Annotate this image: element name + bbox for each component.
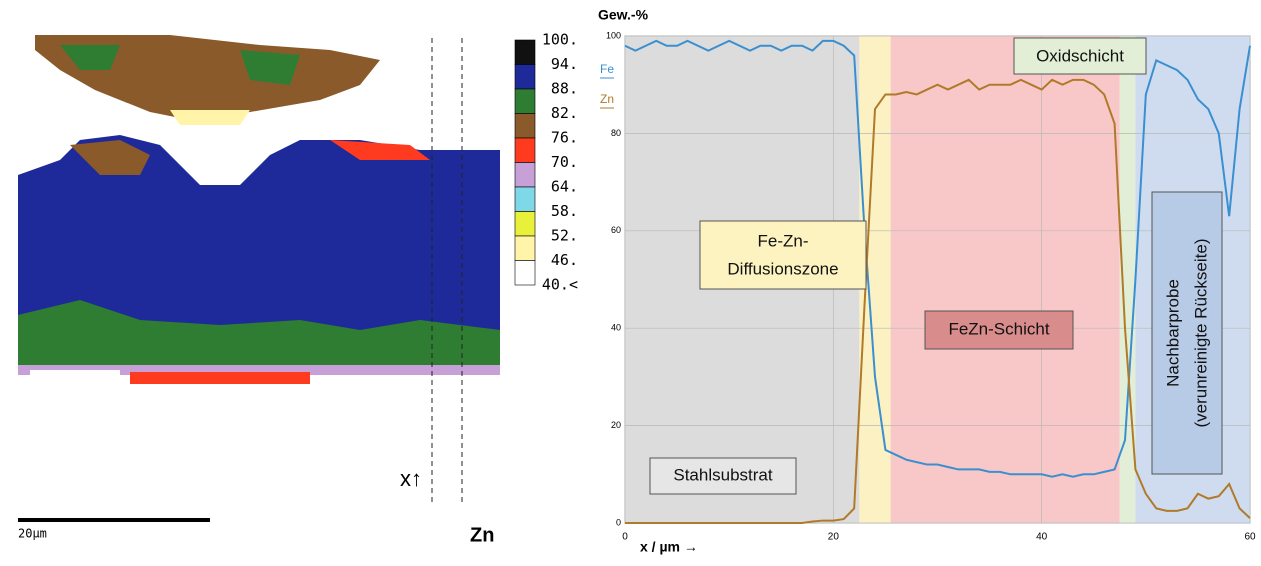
legend-label: 58. (551, 202, 578, 220)
legend-label: 70. (551, 153, 578, 171)
legend-label: 52. (551, 227, 578, 245)
y-tick-label: 0 (616, 517, 621, 527)
x-axis-label: x / µm → (640, 539, 698, 555)
annotation: Fe-Zn- (758, 231, 809, 250)
map-blob (170, 110, 250, 125)
x-tick-label: 20 (828, 532, 840, 543)
annotation: Oxidschicht (1036, 46, 1124, 65)
annotation: Stahlsubstrat (673, 465, 772, 484)
scale-label: 20µm (18, 527, 47, 541)
map-blob (70, 140, 150, 175)
annotation-box (649, 457, 797, 495)
element-map: 20µm Zn x↑ (18, 35, 500, 546)
map-blob (60, 45, 120, 70)
map-blob (18, 135, 500, 370)
data-line (625, 78, 1251, 524)
legend-label: 64. (551, 178, 578, 196)
annotation-box (699, 220, 867, 290)
legend-entry: Zn (600, 92, 614, 106)
legend-label: 76. (551, 129, 578, 147)
legend-label: 82. (551, 104, 578, 122)
annotation-box (1151, 191, 1223, 475)
annotation-box (924, 310, 1074, 350)
legend-swatch (514, 113, 536, 139)
map-blob (330, 140, 430, 160)
legend-entry: Fe (600, 62, 614, 76)
x-tick-label: 0 (622, 532, 628, 543)
legend-swatch (514, 260, 536, 286)
legend-swatch (514, 88, 536, 114)
map-blob (18, 300, 500, 370)
map-legend: 100. 94. 88. 82. 76. 70. 64. 58. 52. 46. 40.< (514, 31, 578, 294)
y-tick-label: 60 (611, 225, 621, 235)
annotation: (verunreinigte Rückseite) (1191, 239, 1210, 428)
annotation-box (1013, 37, 1147, 75)
y-axis-label: Gew.-% (598, 7, 649, 23)
data-line (624, 39, 1251, 478)
legend-swatch (514, 235, 536, 261)
map-blob (30, 370, 120, 378)
annotation: Nachbarprobe (1163, 279, 1182, 387)
annotations: Stahlsubstrat Fe-Zn- Diffusionszone FeZn… (649, 37, 1223, 495)
map-blob (18, 365, 500, 375)
map-blob (130, 372, 310, 384)
legend-swatch (514, 64, 536, 90)
legend-label: 40.< (542, 276, 578, 294)
y-tick-label: 80 (611, 128, 621, 138)
region-band (1119, 36, 1136, 523)
element-label: Zn (470, 524, 494, 546)
legend-label: 94. (551, 55, 578, 73)
map-blob (240, 50, 300, 85)
legend-swatch (514, 211, 536, 237)
y-tick-label: 20 (611, 420, 621, 430)
x-tick-label: 60 (1244, 532, 1256, 543)
legend-swatch (514, 162, 536, 188)
y-tick-label: 100 (606, 30, 621, 40)
legend-label: 46. (551, 251, 578, 269)
x-tick-label: 40 (1036, 532, 1048, 543)
legend-label: 88. (551, 80, 578, 98)
direction-label: x↑ (400, 466, 422, 491)
annotation: FeZn-Schicht (948, 319, 1049, 338)
annotation: Diffusionszone (727, 259, 838, 278)
legend-swatch (514, 186, 536, 212)
legend-swatch (514, 39, 536, 65)
legend-label: 100. (542, 31, 578, 49)
legend-swatch (514, 137, 536, 163)
y-tick-label: 40 (611, 323, 621, 333)
region-band (890, 36, 1120, 523)
